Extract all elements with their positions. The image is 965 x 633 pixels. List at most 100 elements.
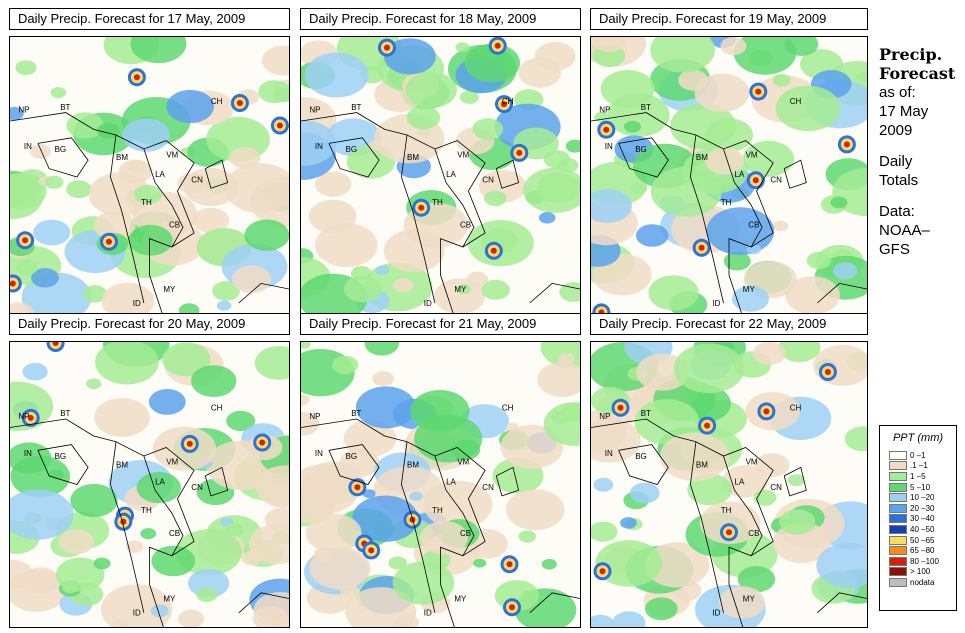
country-label: CH xyxy=(211,97,223,106)
country-label: LA xyxy=(155,170,165,179)
country-label: MY xyxy=(163,285,176,294)
precip-area xyxy=(301,412,320,436)
country-border xyxy=(10,112,195,317)
precip-field: NP BT CH IN BG BM VM LA CN TH CB MY ID xyxy=(10,37,289,317)
precip-area xyxy=(694,73,750,112)
precip-area xyxy=(687,473,733,506)
precip-area xyxy=(15,60,37,75)
country-label: NP xyxy=(18,412,29,421)
precip-area xyxy=(100,584,173,627)
precip-area xyxy=(355,386,416,429)
country-label: IN xyxy=(315,142,323,151)
precip-map: NP BT CH IN BG BM VM LA CN TH CB MY ID xyxy=(300,36,581,318)
legend-label: 80 –100 xyxy=(910,556,939,566)
precip-area xyxy=(226,410,256,431)
panel-title: Daily Precip. Forecast for 18 May, 2009 xyxy=(300,8,581,30)
country-label: BM xyxy=(116,460,128,469)
precip-area xyxy=(94,398,150,437)
precip-area xyxy=(315,223,378,267)
country-border xyxy=(723,455,763,556)
country-label: BT xyxy=(641,409,651,418)
precip-area xyxy=(343,420,397,457)
legend-item: 20 –30 xyxy=(880,503,956,514)
legend-swatch xyxy=(889,503,907,513)
precip-area xyxy=(225,523,245,537)
country-label: TH xyxy=(432,506,443,515)
country-label: MY xyxy=(163,594,176,603)
country-border xyxy=(618,444,669,485)
precip-area xyxy=(126,540,144,553)
country-border xyxy=(328,444,380,485)
precip-area xyxy=(459,90,480,104)
country-label: ID xyxy=(424,299,432,308)
country-border xyxy=(10,418,195,627)
country-label: LA xyxy=(446,478,456,487)
precip-area xyxy=(244,219,289,251)
precip-area xyxy=(384,38,436,75)
data-source-line-3: GFS xyxy=(879,241,910,258)
legend-swatch xyxy=(889,482,907,492)
country-border xyxy=(238,282,289,304)
precip-area xyxy=(304,52,369,98)
precip-area xyxy=(224,163,289,214)
heavy-precip-cell xyxy=(506,561,513,568)
country-label: BT xyxy=(60,409,70,418)
precip-area xyxy=(252,605,289,627)
legend-label: 1 –5 xyxy=(910,471,926,481)
heavy-precip-cell xyxy=(726,529,732,536)
country-border xyxy=(591,112,774,317)
precip-area xyxy=(718,586,766,619)
precip-area xyxy=(644,542,710,588)
precip-area xyxy=(231,265,272,294)
precip-area xyxy=(362,489,376,499)
panel-title: Daily Precip. Forecast for 17 May, 2009 xyxy=(9,8,290,30)
precip-area xyxy=(262,45,289,76)
country-label: VM xyxy=(166,458,178,467)
precip-area xyxy=(301,120,337,166)
precip-area xyxy=(518,57,562,88)
legend-swatch xyxy=(889,524,907,534)
precip-area xyxy=(196,587,218,603)
precip-area xyxy=(787,474,805,487)
heavy-precip-cell xyxy=(603,126,610,133)
country-label: ID xyxy=(424,609,432,618)
legend-item: > 100 xyxy=(880,567,956,578)
country-border xyxy=(783,466,807,497)
country-label: CH xyxy=(790,97,802,106)
country-label: BT xyxy=(351,103,361,112)
legend-swatch xyxy=(889,514,907,524)
precip-field: NP BT CH IN BG BM VM LA CN TH CB MY ID xyxy=(591,342,867,627)
legend-label: nodata xyxy=(910,577,935,587)
precip-area xyxy=(645,597,678,621)
heavy-precip-cell xyxy=(755,88,762,95)
precip-area xyxy=(86,378,102,390)
precip-area xyxy=(151,545,196,577)
precip-area xyxy=(122,118,171,152)
precip-area xyxy=(806,251,832,270)
heavy-precip-cell xyxy=(276,122,283,129)
country-label: VM xyxy=(166,150,178,159)
precip-area xyxy=(538,212,556,224)
legend-swatch xyxy=(889,567,907,577)
country-label: VM xyxy=(746,150,758,159)
legend-swatch xyxy=(889,493,907,503)
country-border xyxy=(109,441,145,613)
legend-swatch xyxy=(889,450,907,460)
country-label: IN xyxy=(24,142,32,151)
country-border xyxy=(495,466,520,497)
precip-area xyxy=(254,346,289,380)
legend-label: 0 –1 xyxy=(910,450,926,460)
precip-map: NP BT CH IN BG BM VM LA CN TH CB MY ID xyxy=(300,341,581,628)
precip-area xyxy=(31,268,59,288)
precip-area xyxy=(178,609,205,627)
as-of-label: as of: xyxy=(879,84,916,101)
country-label: CN xyxy=(482,483,494,492)
precip-area xyxy=(130,37,187,64)
precip-area xyxy=(148,389,186,415)
country-label: TH xyxy=(141,506,152,515)
legend-item: 30 –40 xyxy=(880,514,956,525)
country-border xyxy=(238,592,289,614)
panel-title: Daily Precip. Forecast for 20 May, 2009 xyxy=(9,313,290,335)
precip-area xyxy=(70,483,118,518)
legend-label: 30 –40 xyxy=(910,514,935,524)
